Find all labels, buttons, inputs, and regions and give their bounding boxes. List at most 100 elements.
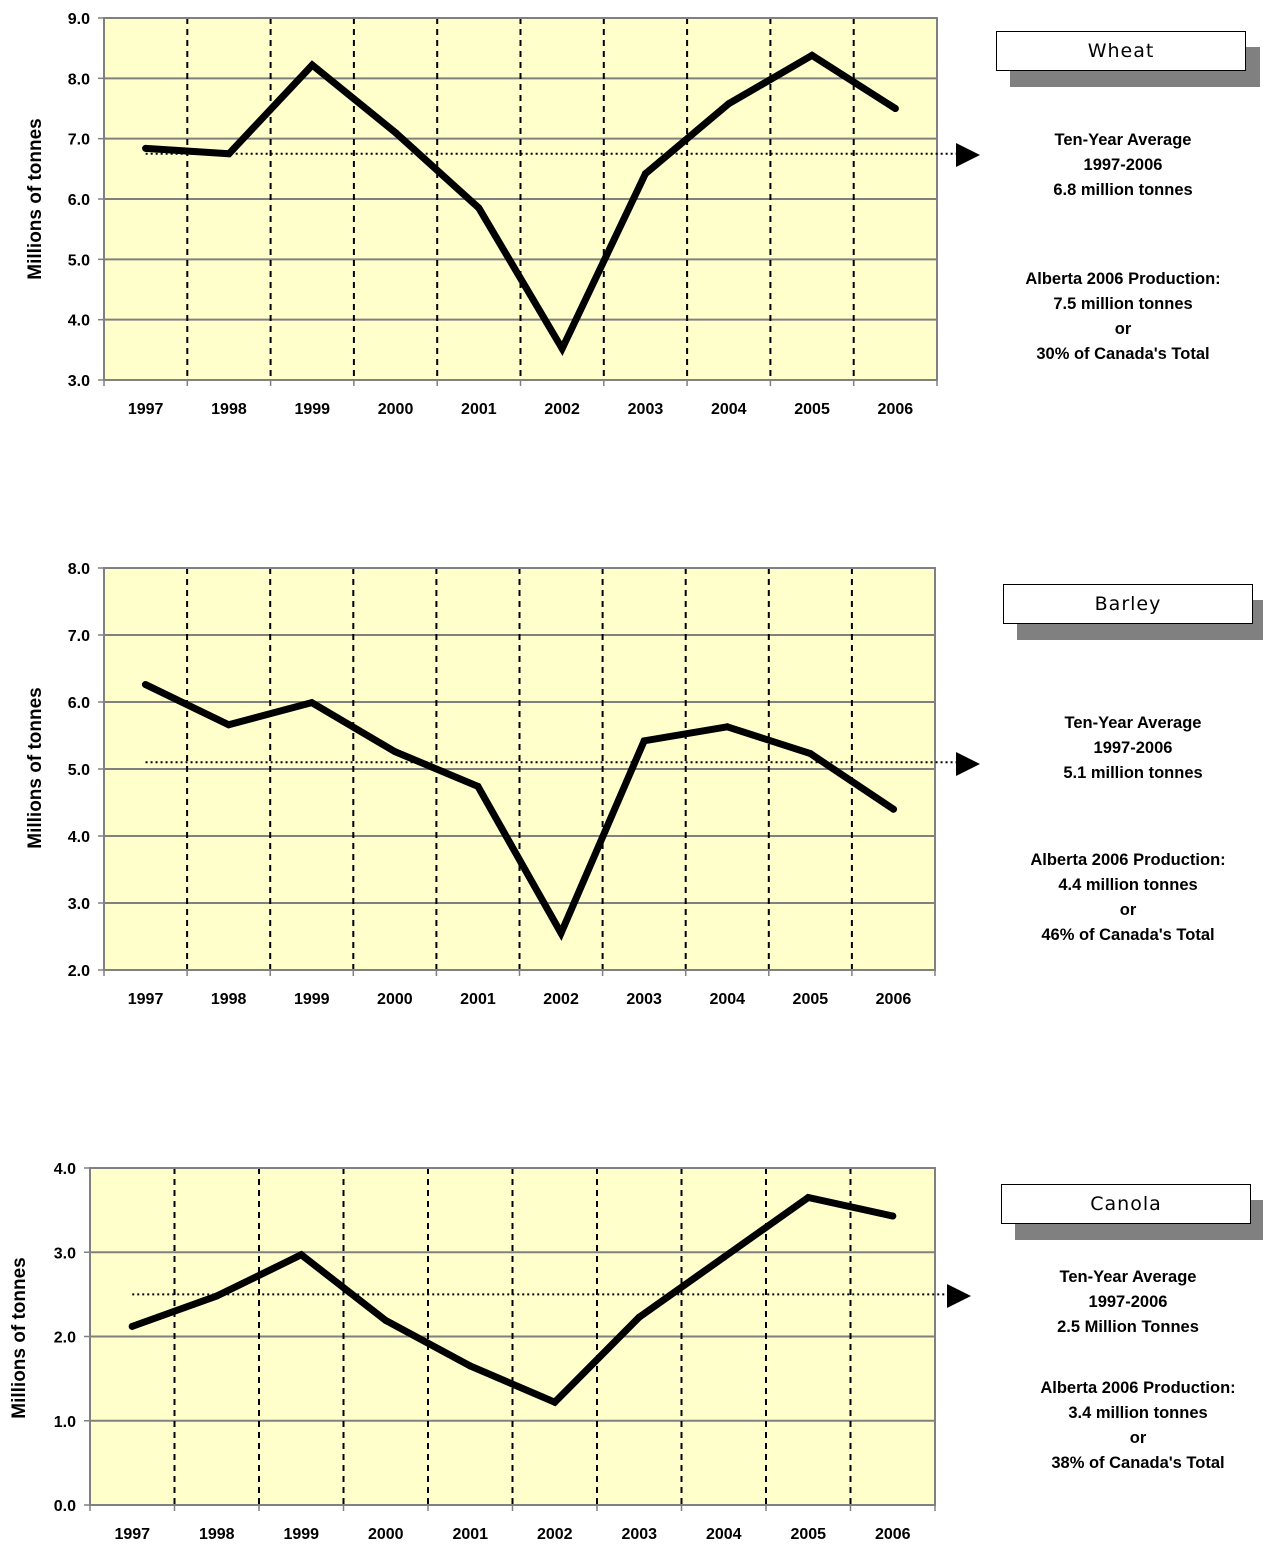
canola-data-point: [382, 1316, 390, 1324]
wheat-x-tick-label: 2004: [711, 401, 747, 418]
wheat-y-axis-label: Millions of tonnes: [25, 118, 46, 280]
barley-series-line: [142, 681, 897, 941]
barley-data-point: [225, 721, 233, 729]
wheat-data-point: [475, 204, 483, 212]
barley-x-tick-label: 2002: [543, 991, 579, 1008]
canola-y-tick-label: 3.0: [54, 1245, 76, 1262]
barley-x-tick-label: 2004: [709, 991, 745, 1008]
barley-prod-value: 4.4 million tonnes: [1058, 876, 1198, 894]
wheat-x-tick-label: 2000: [378, 401, 414, 418]
canola-x-tick-label: 1998: [199, 1526, 235, 1543]
barley-chart-panel: 2.0 3.0 4.0 5.0 6.0 7.0 8.0 1997 1998 1999 2000 200…: [0, 560, 1263, 1030]
canola-data-point: [466, 1362, 474, 1370]
wheat-x-tick-label: 2005: [794, 401, 830, 418]
wheat-prod-share: 30% of Canada's Total: [1036, 345, 1210, 363]
barley-prod-or: or: [1119, 901, 1137, 919]
wheat-prod-title: Alberta 2006 Production:: [1025, 270, 1221, 288]
canola-data-point: [635, 1313, 643, 1321]
canola-data-point: [720, 1253, 728, 1261]
canola-prod-share: 38% of Canada's Total: [1051, 1454, 1225, 1472]
canola-data-point: [889, 1212, 897, 1220]
wheat-x-tick-label: 1998: [211, 401, 247, 418]
barley-avg-value: 5.1 million tonnes: [1063, 764, 1203, 782]
canola-data-point: [804, 1193, 812, 1201]
barley-prod-title: Alberta 2006 Production:: [1030, 851, 1226, 869]
wheat-line-chart: 3.0 4.0 5.0 6.0 7.0 8.0 9.0 1997 1998 1999 2000 200…: [68, 11, 956, 418]
wheat-prod-or: or: [1114, 320, 1132, 338]
canola-avg-title: Ten-Year Average: [1059, 1268, 1197, 1286]
barley-data-point: [391, 748, 399, 756]
canola-x-tick-label: 2006: [875, 1526, 911, 1543]
wheat-average-note: Ten-Year Average 1997-2006 6.8 million t…: [998, 128, 1248, 203]
barley-production-note: Alberta 2006 Production: 4.4 million ton…: [1003, 848, 1253, 948]
canola-chart-panel: 0.0 1.0 2.0 3.0 4.0 1997 1998 1999 2000 2001 2002 2…: [0, 1160, 1263, 1545]
canola-avg-years: 1997-2006: [1088, 1293, 1168, 1311]
wheat-data-point: [308, 61, 316, 69]
canola-x-tick-label: 1997: [114, 1526, 150, 1543]
wheat-y-tick-label: 4.0: [68, 313, 90, 330]
canola-prod-title: Alberta 2006 Production:: [1040, 1379, 1236, 1397]
barley-x-tick-label: 1998: [211, 991, 247, 1008]
barley-x-tick-label: 1997: [128, 991, 164, 1008]
barley-data-point: [474, 782, 482, 790]
canola-data-point: [128, 1322, 136, 1330]
wheat-y-tick-label: 9.0: [68, 11, 90, 28]
barley-x-tick-label: 2003: [626, 991, 662, 1008]
barley-y-tick-label: 8.0: [68, 561, 90, 578]
wheat-y-tick-label: 6.0: [68, 192, 90, 209]
canola-data-point: [213, 1292, 221, 1300]
canola-y-axis-label: Millions of tonnes: [9, 1257, 30, 1419]
canola-production-note: Alberta 2006 Production: 3.4 million ton…: [1013, 1376, 1263, 1476]
canola-x-tick-label: 2000: [368, 1526, 404, 1543]
wheat-data-point: [392, 129, 400, 137]
canola-x-tick-label: 2005: [790, 1526, 826, 1543]
canola-x-tick-label: 1999: [283, 1526, 319, 1543]
barley-avg-title: Ten-Year Average: [1064, 714, 1202, 732]
barley-y-tick-label: 2.0: [68, 963, 90, 980]
canola-avg-value: 2.5 Million Tonnes: [1057, 1318, 1199, 1336]
wheat-production-note: Alberta 2006 Production: 7.5 million ton…: [998, 267, 1248, 367]
barley-avg-years: 1997-2006: [1093, 739, 1173, 757]
barley-x-tick-label: 2005: [793, 991, 829, 1008]
barley-plot-border: [103, 567, 936, 971]
barley-data-point: [142, 681, 150, 689]
wheat-y-tick-label: 5.0: [68, 252, 90, 269]
wheat-plot-border: [103, 17, 938, 381]
canola-x-tick-label: 2003: [621, 1526, 657, 1543]
canola-x-tick-label: 2001: [452, 1526, 488, 1543]
canola-line-chart: 0.0 1.0 2.0 3.0 4.0 1997 1998 1999 2000 2001 2002 2…: [54, 1161, 953, 1543]
canola-average-note: Ten-Year Average 1997-2006 2.5 Million T…: [1003, 1265, 1253, 1340]
wheat-avg-years: 1997-2006: [1083, 156, 1163, 174]
barley-y-tick-label: 7.0: [68, 628, 90, 645]
wheat-x-tick-label: 1999: [294, 401, 330, 418]
wheat-y-tick-label: 7.0: [68, 132, 90, 149]
wheat-prod-value: 7.5 million tonnes: [1053, 295, 1193, 313]
barley-y-tick-label: 6.0: [68, 695, 90, 712]
canola-y-tick-label: 1.0: [54, 1414, 76, 1431]
barley-line-chart: 2.0 3.0 4.0 5.0 6.0 7.0 8.0 1997 1998 1999 2000 200…: [68, 561, 956, 1008]
barley-y-tick-label: 5.0: [68, 762, 90, 779]
canola-data-point: [297, 1251, 305, 1259]
barley-x-tick-label: 2000: [377, 991, 413, 1008]
barley-y-tick-label: 3.0: [68, 896, 90, 913]
canola-prod-or: or: [1129, 1429, 1147, 1447]
barley-average-arrow-icon: [956, 752, 980, 776]
canola-series-line: [128, 1193, 897, 1407]
canola-data-point: [551, 1398, 559, 1406]
wheat-chart-panel: 3.0 4.0 5.0 6.0 7.0 8.0 9.0 1997 1998 1999 2000 200…: [0, 0, 1263, 430]
wheat-x-tick-label: 1997: [128, 401, 164, 418]
wheat-y-tick-label: 3.0: [68, 373, 90, 390]
canola-x-tick-label: 2004: [706, 1526, 742, 1543]
canola-average-arrow-icon: [947, 1284, 971, 1308]
barley-x-tick-label: 2001: [460, 991, 496, 1008]
barley-data-point: [889, 805, 897, 813]
wheat-legend-box: Wheat: [996, 31, 1246, 71]
wheat-x-tick-label: 2001: [461, 401, 497, 418]
canola-legend-box: Canola: [1001, 1184, 1251, 1224]
barley-x-tick-label: 2006: [876, 991, 912, 1008]
barley-data-point: [557, 929, 565, 937]
barley-y-axis-label: Millions of tonnes: [25, 687, 46, 849]
canola-y-tick-label: 0.0: [54, 1498, 76, 1515]
wheat-avg-value: 6.8 million tonnes: [1053, 181, 1193, 199]
barley-data-point: [640, 737, 648, 745]
